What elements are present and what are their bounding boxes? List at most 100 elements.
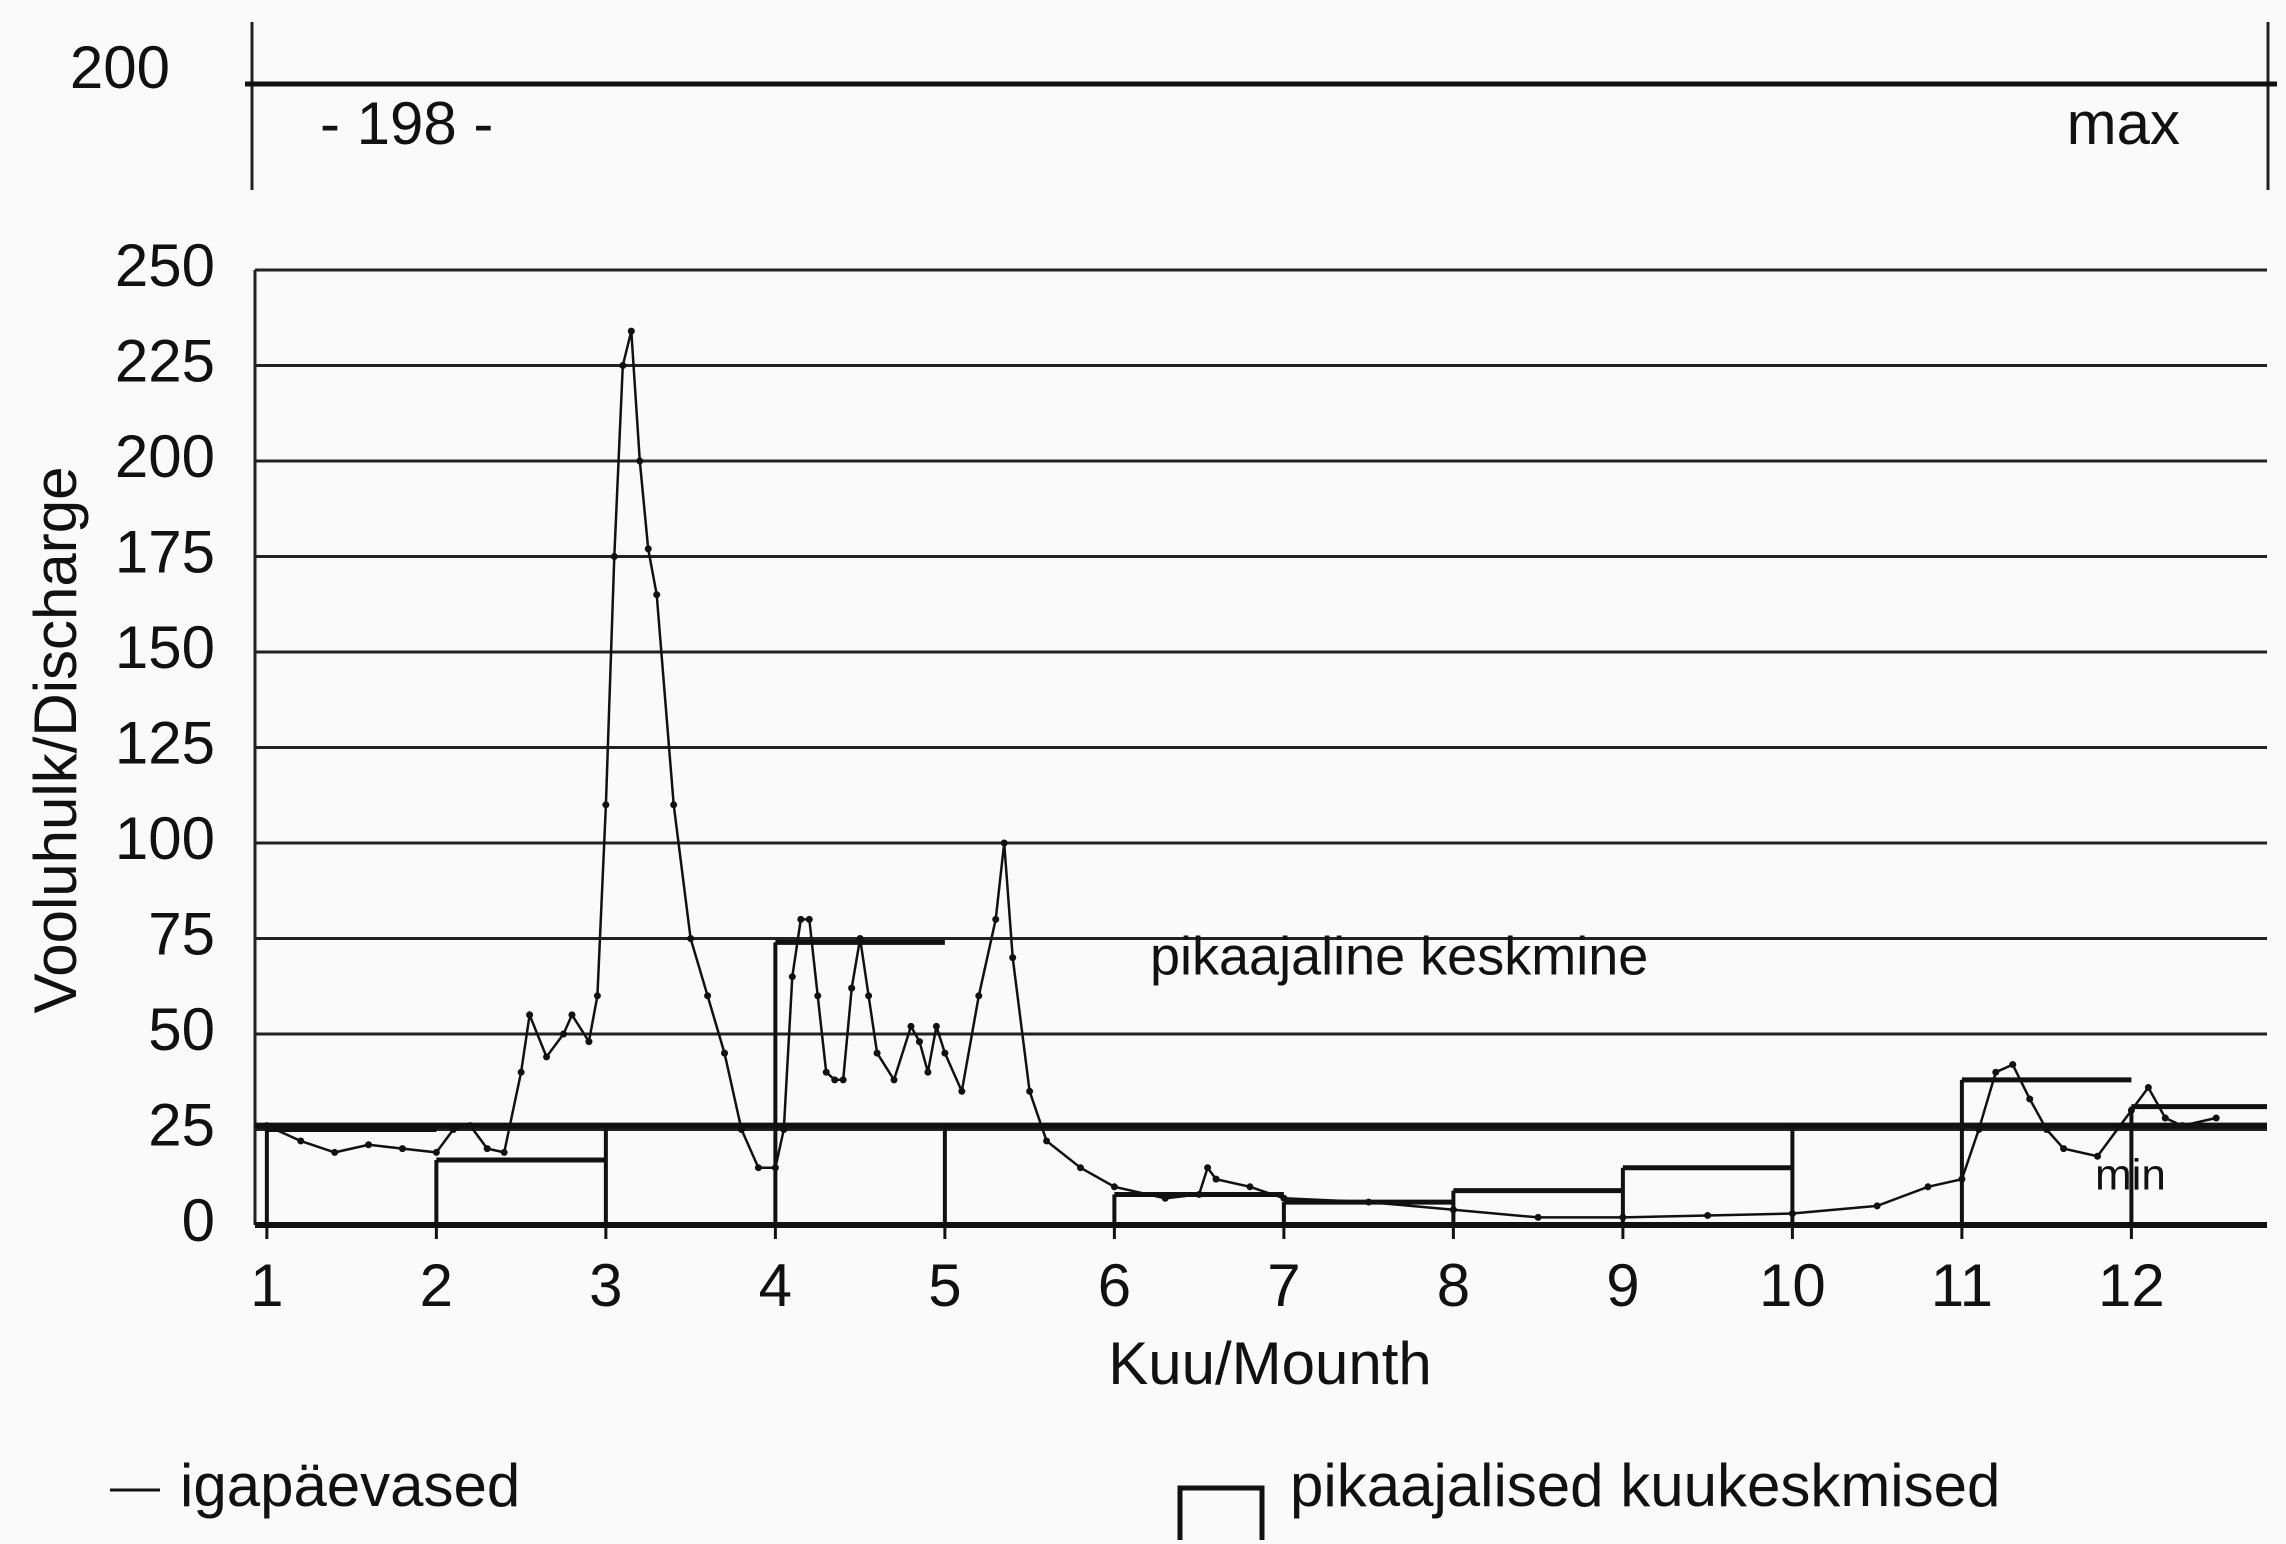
daily-point xyxy=(517,1068,525,1076)
y-tick-label: 175 xyxy=(115,518,215,585)
daily-point xyxy=(365,1141,373,1149)
daily-point xyxy=(2144,1083,2152,1091)
daily-point xyxy=(814,992,822,1000)
daily-point xyxy=(1212,1175,1220,1183)
daily-point xyxy=(653,591,661,599)
daily-point xyxy=(2178,1122,2186,1130)
daily-point xyxy=(627,327,635,335)
daily-point xyxy=(915,1038,923,1046)
x-tick-label: 3 xyxy=(589,1252,622,1319)
daily-point xyxy=(958,1087,966,1095)
daily-point xyxy=(1204,1164,1212,1172)
daily-point xyxy=(890,1076,898,1084)
daily-point xyxy=(822,1068,830,1076)
x-tick-label: 12 xyxy=(2098,1252,2165,1319)
daily-point xyxy=(754,1164,762,1172)
x-tick-label: 5 xyxy=(928,1252,961,1319)
daily-point xyxy=(848,984,856,992)
daily-point xyxy=(432,1148,440,1156)
x-tick-label: 6 xyxy=(1098,1252,1131,1319)
daily-point xyxy=(1246,1183,1254,1191)
y-tick-label: 75 xyxy=(148,900,215,967)
y-tick-label: 50 xyxy=(148,996,215,1063)
daily-point xyxy=(780,1126,788,1133)
x-tick-label: 2 xyxy=(420,1252,453,1319)
daily-point xyxy=(1026,1087,1034,1095)
daily-point xyxy=(585,1038,593,1046)
daily-point xyxy=(797,915,805,923)
daily-point xyxy=(1000,839,1008,847)
daily-point xyxy=(644,545,652,553)
y-tick-label: 125 xyxy=(115,709,215,776)
daily-point xyxy=(398,1145,406,1153)
y-tick-label: 200 xyxy=(115,423,215,490)
y-axis-title: Vooluhulk/Discharge xyxy=(22,466,89,1013)
daily-point xyxy=(865,992,873,1000)
daily-point xyxy=(526,1011,534,1019)
daily-point xyxy=(1924,1183,1932,1191)
y-tick-label: 0 xyxy=(182,1187,215,1254)
daily-point xyxy=(466,1122,474,1130)
daily-point xyxy=(1704,1211,1712,1219)
daily-point xyxy=(1076,1164,1084,1172)
daily-point xyxy=(704,992,712,1000)
daily-point xyxy=(1975,1126,1983,1133)
daily-point xyxy=(788,973,796,981)
x-tick-label: 7 xyxy=(1267,1252,1300,1319)
daily-point xyxy=(670,801,678,809)
daily-point xyxy=(1873,1202,1881,1210)
daily-point xyxy=(602,801,610,809)
daily-point xyxy=(2212,1114,2220,1122)
x-tick-label: 1 xyxy=(250,1252,283,1319)
legend-label: igapäevased xyxy=(180,1452,520,1519)
daily-point xyxy=(500,1148,508,1156)
max-value-label: - 198 - xyxy=(320,90,493,157)
daily-point xyxy=(619,362,627,369)
y-tick-label: 100 xyxy=(115,805,215,872)
daily-point xyxy=(1534,1213,1542,1221)
daily-point xyxy=(2060,1145,2068,1153)
daily-point xyxy=(831,1076,839,1084)
daily-point xyxy=(449,1126,457,1133)
daily-point xyxy=(975,992,983,1000)
daily-point xyxy=(543,1053,551,1061)
daily-point xyxy=(1009,954,1017,962)
daily-point xyxy=(297,1137,305,1145)
daily-point xyxy=(932,1022,940,1030)
x-tick-label: 10 xyxy=(1759,1252,1826,1319)
daily-point xyxy=(907,1022,915,1030)
y-tick-label: 225 xyxy=(115,327,215,394)
daily-point xyxy=(687,935,695,942)
daily-point xyxy=(839,1076,847,1084)
y-tick-label: 150 xyxy=(115,614,215,681)
y-tick-label: 250 xyxy=(115,232,215,299)
daily-point xyxy=(559,1030,567,1038)
daily-point xyxy=(924,1068,932,1076)
daily-point xyxy=(2026,1095,2034,1103)
daily-point xyxy=(721,1049,729,1057)
daily-point xyxy=(483,1145,491,1153)
daily-point xyxy=(2093,1152,2101,1160)
daily-point xyxy=(1043,1137,1051,1145)
daily-point xyxy=(2043,1126,2051,1133)
daily-point xyxy=(568,1011,576,1019)
daily-point xyxy=(331,1148,339,1156)
legend-label: pikaajalised kuukeskmised xyxy=(1290,1452,2000,1519)
daily-point xyxy=(873,1049,881,1057)
daily-point xyxy=(2161,1114,2169,1122)
x-tick-label: 9 xyxy=(1606,1252,1639,1319)
max-label: max xyxy=(2067,90,2180,157)
x-tick-label: 8 xyxy=(1437,1252,1470,1319)
daily-point xyxy=(593,992,601,1000)
x-tick-label: 11 xyxy=(1931,1252,1993,1319)
daily-point xyxy=(1110,1183,1118,1191)
long-term-mean-label: pikaajaline keskmine xyxy=(1150,927,1648,987)
daily-point xyxy=(805,915,813,923)
y-tick-label: 25 xyxy=(148,1091,215,1158)
daily-point xyxy=(2009,1061,2017,1069)
legend-step-swatch xyxy=(1177,1485,1265,1540)
x-axis-title: Kuu/Mounth xyxy=(1108,1330,1432,1397)
daily-point xyxy=(941,1049,949,1057)
